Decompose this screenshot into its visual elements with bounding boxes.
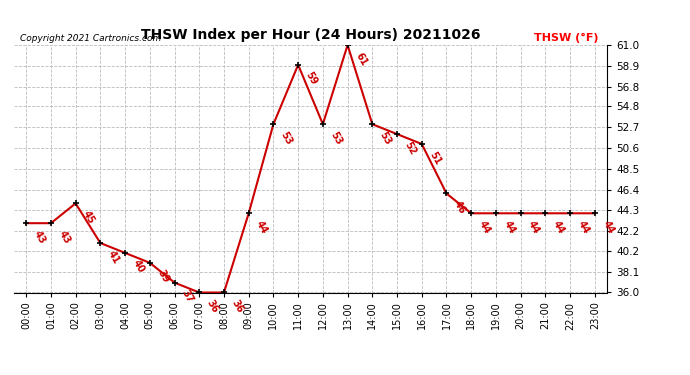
Text: 44: 44 bbox=[254, 219, 270, 236]
Text: 44: 44 bbox=[477, 219, 492, 236]
Text: 44: 44 bbox=[575, 219, 591, 236]
Text: 44: 44 bbox=[502, 219, 517, 236]
Text: 36: 36 bbox=[230, 298, 245, 315]
Text: 52: 52 bbox=[402, 140, 418, 156]
Text: 53: 53 bbox=[279, 130, 295, 147]
Text: 59: 59 bbox=[304, 70, 319, 87]
Text: 39: 39 bbox=[155, 268, 170, 285]
Text: 40: 40 bbox=[130, 258, 146, 275]
Text: Copyright 2021 Cartronics.com: Copyright 2021 Cartronics.com bbox=[20, 33, 161, 42]
Text: 36: 36 bbox=[205, 298, 220, 315]
Text: 43: 43 bbox=[32, 229, 47, 246]
Text: 53: 53 bbox=[378, 130, 393, 147]
Text: THSW (°F): THSW (°F) bbox=[534, 33, 598, 42]
Text: 51: 51 bbox=[427, 150, 443, 166]
Text: 41: 41 bbox=[106, 249, 121, 265]
Text: 53: 53 bbox=[328, 130, 344, 147]
Text: 37: 37 bbox=[180, 288, 195, 305]
Title: THSW Index per Hour (24 Hours) 20211026: THSW Index per Hour (24 Hours) 20211026 bbox=[141, 28, 480, 42]
Text: 44: 44 bbox=[600, 219, 615, 236]
Text: 44: 44 bbox=[551, 219, 566, 236]
Text: 44: 44 bbox=[526, 219, 542, 236]
Text: 61: 61 bbox=[353, 51, 368, 67]
Text: 46: 46 bbox=[452, 199, 467, 216]
Text: 43: 43 bbox=[57, 229, 72, 246]
Text: 45: 45 bbox=[81, 209, 97, 226]
